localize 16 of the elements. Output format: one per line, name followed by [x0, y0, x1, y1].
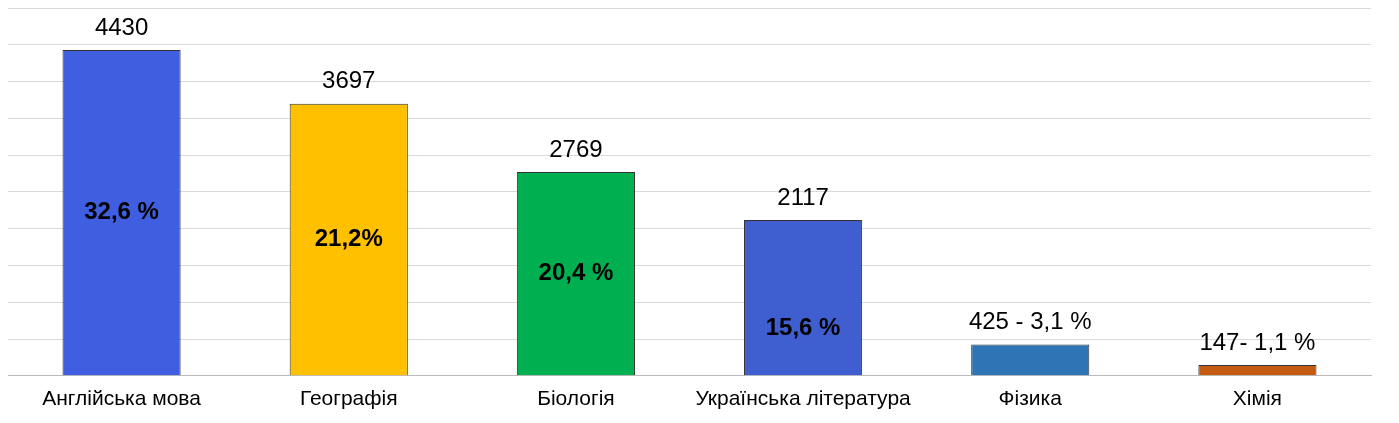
data-label: 3697	[322, 66, 376, 94]
x-tick-label: Біологія	[537, 386, 615, 410]
data-label: 2117	[777, 182, 829, 210]
data-label: 4430	[94, 12, 149, 40]
annotation: 32,6 %	[84, 197, 159, 225]
data-label: 425 - 3,1 %	[968, 307, 1092, 335]
annotation: 20,4 %	[538, 258, 614, 286]
x-tick-label: Англійська мова	[42, 386, 202, 410]
data-label: 2769	[549, 134, 603, 162]
data-label: 147- 1,1 %	[1199, 327, 1316, 355]
x-tick-label: Фізика	[998, 386, 1063, 410]
annotation: 21,2%	[314, 224, 383, 252]
annotation: 15,6 %	[765, 313, 841, 341]
x-tick-label: Географія	[299, 386, 398, 410]
x-tick-label: Хімія	[1232, 386, 1282, 410]
x-tick-label: Українська література	[695, 386, 912, 410]
